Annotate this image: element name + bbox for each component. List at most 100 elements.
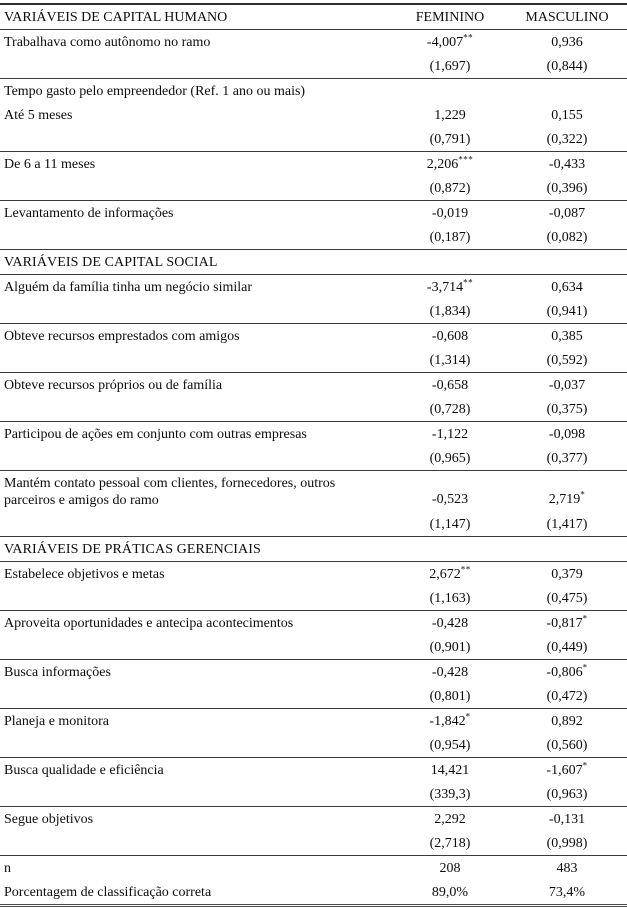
- column-header-masculino: MASCULINO: [515, 4, 627, 30]
- row-label: Porcentagem de classificação correta: [4, 885, 212, 900]
- row-label: [0, 225, 385, 250]
- cell-feminino: -0,608: [431, 329, 469, 344]
- cell-masculino: 0,892: [551, 714, 583, 729]
- cell-feminino: 14,421: [430, 763, 470, 778]
- row-label: [0, 586, 385, 611]
- cell-masculino: 0,379: [551, 567, 583, 582]
- row-label: Segue objetivos: [4, 812, 94, 827]
- cell-masculino: -1,607*: [546, 760, 588, 778]
- cell-masculino: 2,719*: [548, 489, 586, 507]
- table-row-se: (0,801) (0,472): [0, 684, 627, 709]
- cell-feminino: (1,834): [385, 299, 515, 324]
- cell-masculino: 0,155: [551, 108, 583, 123]
- table-row-se: (1,834) (0,941): [0, 299, 627, 324]
- table-row-coef: Trabalhava como autônomo no ramo -4,007**…: [0, 30, 627, 55]
- table-row-se: (0,872) (0,396): [0, 176, 627, 201]
- cell-feminino: (1,314): [385, 348, 515, 373]
- row-label: [0, 782, 385, 807]
- row-label: Obteve recursos próprios ou de família: [4, 378, 223, 393]
- table-row-se: (0,901) (0,449): [0, 635, 627, 660]
- row-label: Busca informações: [4, 665, 111, 680]
- table-row-coef: Levantamento de informações -0,019 -0,087: [0, 201, 627, 226]
- table-body: Trabalhava como autônomo no ramo -4,007**…: [0, 30, 627, 906]
- cell-feminino: (0,965): [385, 446, 515, 471]
- cell-masculino: (0,472): [515, 684, 627, 709]
- row-label: [0, 176, 385, 201]
- cell-feminino: (339,3): [385, 782, 515, 807]
- cell-masculino: 0,936: [551, 35, 583, 50]
- cell-feminino: (2,718): [385, 831, 515, 856]
- column-header-variables: VARIÁVEIS DE CAPITAL HUMANO: [0, 4, 385, 30]
- table-row-stat: n 208 483: [0, 856, 627, 881]
- table-row-se: (0,965) (0,377): [0, 446, 627, 471]
- table-header-row: VARIÁVEIS DE CAPITAL HUMANO FEMININO MAS…: [0, 4, 627, 30]
- row-label: [0, 397, 385, 422]
- cell-masculino: -0,817*: [546, 613, 588, 631]
- table-row-section: VARIÁVEIS DE PRÁTICAS GERENCIAIS: [0, 536, 627, 562]
- cell-feminino: -4,007**: [426, 32, 474, 50]
- cell-masculino: -0,087: [548, 206, 586, 221]
- cell-masculino: (0,475): [515, 586, 627, 611]
- table-row-se: (1,697) (0,844): [0, 54, 627, 79]
- cell-feminino: -0,428: [431, 616, 469, 631]
- cell-feminino: (0,187): [385, 225, 515, 250]
- table-row-coef: Obteve recursos próprios ou de família -0…: [0, 373, 627, 398]
- significance-stars: **: [463, 277, 474, 288]
- cell-masculino: (0,449): [515, 635, 627, 660]
- row-label: [0, 127, 385, 152]
- cell-feminino: -0,019: [431, 206, 469, 221]
- row-label: Obteve recursos emprestados com amigos: [4, 329, 240, 344]
- row-label: Estabelece objetivos e metas: [4, 567, 165, 582]
- table-row-section: VARIÁVEIS DE CAPITAL SOCIAL: [0, 249, 627, 275]
- row-label: Participou de ações em conjunto com outr…: [4, 427, 307, 442]
- cell-feminino: (0,801): [385, 684, 515, 709]
- row-label: Até 5 meses: [4, 108, 73, 123]
- table-row-se: (0,187) (0,082): [0, 225, 627, 250]
- regression-results-table: VARIÁVEIS DE CAPITAL HUMANO FEMININO MAS…: [0, 3, 627, 907]
- cell-feminino: 208: [439, 861, 461, 876]
- significance-stars: *: [582, 662, 588, 673]
- row-label: [0, 348, 385, 373]
- cell-masculino: -0,037: [548, 378, 586, 393]
- row-label: Alguém da família tinha um negócio simil…: [4, 280, 253, 295]
- cell-masculino: (0,082): [515, 225, 627, 250]
- cell-feminino: -1,842*: [429, 711, 471, 729]
- row-label: [0, 54, 385, 79]
- cell-masculino: (0,963): [515, 782, 627, 807]
- row-label: n: [4, 861, 11, 876]
- table-row-coef: Segue objetivos 2,292 -0,131: [0, 807, 627, 832]
- table-row-se: (0,728) (0,375): [0, 397, 627, 422]
- table-row-coef: Participou de ações em conjunto com outr…: [0, 422, 627, 447]
- table-row-coef: Aproveita oportunidades e antecipa acont…: [0, 611, 627, 636]
- cell-masculino: (0,844): [515, 54, 627, 79]
- cell-feminino: -1,122: [431, 427, 469, 442]
- row-label: Tempo gasto pelo empreendedor (Ref. 1 an…: [4, 84, 306, 99]
- table-row-coef: Planeja e monitora -1,842* 0,892: [0, 709, 627, 734]
- table-row-se: (1,147) (1,417): [0, 512, 627, 537]
- table-row-coef: Busca informações -0,428 -0,806*: [0, 660, 627, 685]
- row-label: Trabalhava como autônomo no ramo: [4, 35, 211, 50]
- cell-feminino: 2,672**: [429, 564, 471, 582]
- row-label: Busca qualidade e eficiência: [4, 763, 164, 778]
- table-row-coef: De 6 a 11 meses 2,206*** -0,433: [0, 152, 627, 177]
- section-header: VARIÁVEIS DE PRÁTICAS GERENCIAIS: [0, 536, 627, 562]
- table-row-coef: Até 5 meses 1,229 0,155: [0, 103, 627, 127]
- row-label: [0, 684, 385, 709]
- cell-masculino: 0,634: [551, 280, 583, 295]
- table-row-se: (1,163) (0,475): [0, 586, 627, 611]
- cell-feminino: -3,714**: [426, 277, 474, 295]
- significance-stars: *: [580, 489, 586, 500]
- cell-feminino: 1,229: [434, 108, 466, 123]
- cell-masculino: (1,417): [515, 512, 627, 537]
- table-row-se: (0,954) (0,560): [0, 733, 627, 758]
- cell-feminino: (0,872): [385, 176, 515, 201]
- table-row-coef: Obteve recursos emprestados com amigos -0…: [0, 324, 627, 349]
- row-label: Levantamento de informações: [4, 206, 174, 221]
- cell-masculino: (0,377): [515, 446, 627, 471]
- column-header-feminino: FEMININO: [385, 4, 515, 30]
- cell-feminino: (0,954): [385, 733, 515, 758]
- cell-masculino: (0,560): [515, 733, 627, 758]
- cell-feminino: (0,728): [385, 397, 515, 422]
- cell-feminino: (1,697): [385, 54, 515, 79]
